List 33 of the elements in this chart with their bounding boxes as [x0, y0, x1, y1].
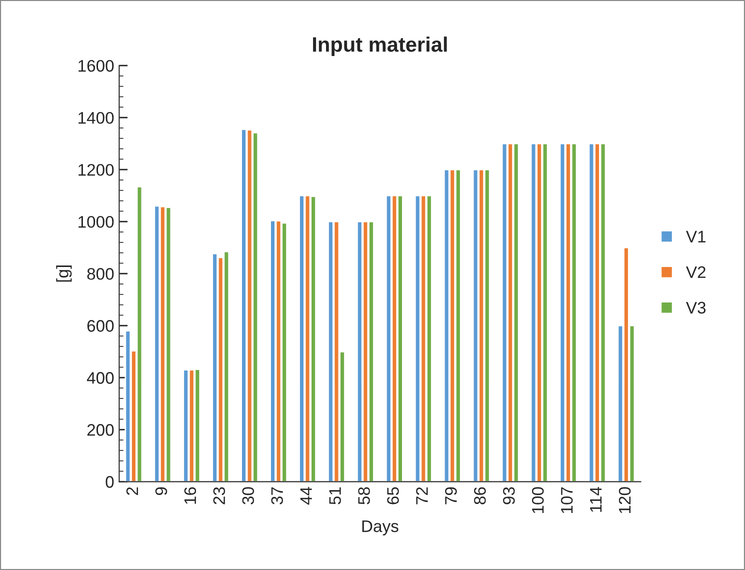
y-tick-label: 800	[87, 268, 114, 280]
x-tick-label: 16	[184, 487, 196, 504]
y-tick-label: 1600	[78, 60, 114, 72]
x-tick-label: 86	[474, 487, 486, 504]
x-tick-label: 37	[271, 487, 284, 504]
y-tick-label: 400	[86, 372, 114, 384]
x-tick-label: 79	[445, 487, 457, 504]
x-tick-label: 58	[358, 487, 370, 504]
x-tick-label: 51	[329, 487, 341, 504]
x-tick-label: 2	[126, 487, 138, 495]
y-axis-title: [g]	[56, 266, 72, 282]
x-tick-label: 72	[416, 487, 428, 504]
x-tick-label: 120	[618, 487, 631, 514]
legend-label: V2	[686, 266, 706, 278]
x-tick-label: 30	[242, 487, 254, 504]
x-tick-label: 114	[590, 486, 602, 512]
x-tick-label: 9	[155, 487, 168, 495]
x-tick-label: 100	[532, 487, 544, 514]
x-tick-label: 65	[387, 487, 399, 504]
legend-label: V3	[686, 302, 706, 314]
x-tick-label: 93	[502, 487, 515, 504]
legend-label: V1	[686, 230, 706, 242]
x-tick-label: 23	[213, 487, 226, 504]
y-tick-label: 600	[87, 320, 114, 332]
y-tick-label: 1400	[78, 112, 114, 124]
x-axis-title: Days	[362, 520, 398, 536]
x-tick-label: 107	[560, 487, 573, 514]
y-tick-label: 0	[106, 476, 114, 488]
chart-title: Input material	[313, 36, 447, 56]
y-tick-label: 1200	[78, 164, 114, 176]
y-tick-label: 1000	[78, 216, 114, 228]
y-tick-label: 200	[87, 424, 114, 436]
x-tick-label: 44	[300, 486, 312, 505]
